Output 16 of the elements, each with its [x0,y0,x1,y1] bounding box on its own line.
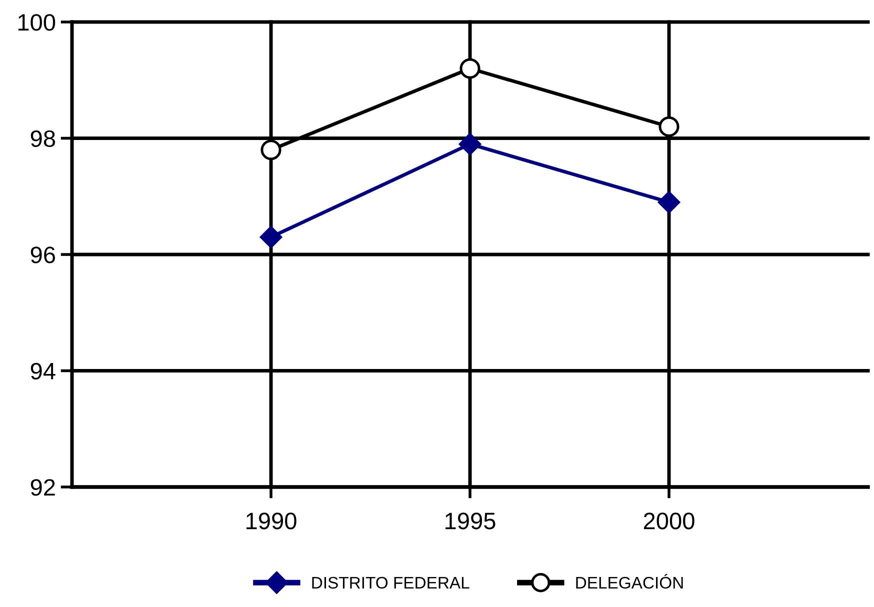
x-tick-label: 2000 [644,512,694,530]
point [658,116,680,137]
x-tick-label: 1995 [446,512,496,530]
point [458,132,482,156]
y-tick-label: 100 [18,14,56,31]
legend-label: DISTRITO FEDERAL [312,576,470,589]
x-tick-label: 1990 [246,512,296,530]
point [460,58,480,79]
y-tick-label: 98 [30,130,56,148]
point [260,140,282,160]
legend-label: DELEGACIÓN [576,574,683,589]
y-tick-label: 92 [30,479,55,496]
point [260,226,282,248]
y-tick-label: 96 [30,246,55,264]
point [658,191,680,214]
y-tick-label: 94 [30,362,56,380]
